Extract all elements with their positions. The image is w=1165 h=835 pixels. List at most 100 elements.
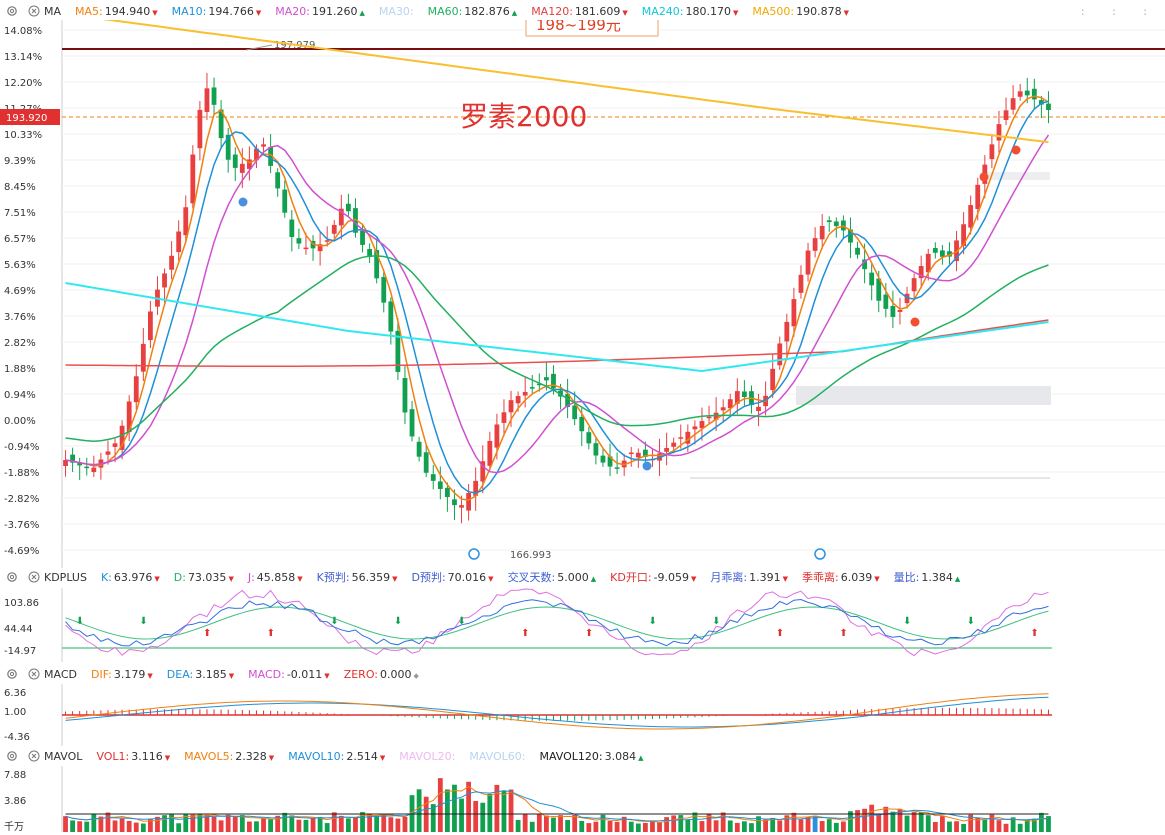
indicator-value: DIF: 3.179: [91, 668, 153, 681]
candle-body: [536, 383, 542, 386]
more-options[interactable]: : : :: [1080, 4, 1159, 18]
candle-body: [197, 109, 203, 149]
candle-body: [480, 461, 486, 482]
candle-body: [876, 278, 882, 301]
volume-bar: [395, 818, 401, 832]
indicator-number: 6.039: [841, 571, 880, 584]
volume-bar: [324, 823, 330, 832]
macd-chart[interactable]: 6.36 1.00 -4.36: [0, 684, 1165, 746]
candle-body: [338, 208, 344, 226]
buy-arrow-icon: ⬆: [521, 628, 529, 639]
volume-bar: [303, 819, 309, 832]
price-chart[interactable]: 14.08%13.14%12.20%11.27%10.33%9.39%8.45%…: [0, 11, 1165, 568]
settings-gear-icon[interactable]: [6, 750, 18, 762]
candle-body: [133, 376, 139, 403]
volume-bar: [63, 816, 68, 832]
volume-bar: [190, 814, 196, 832]
indicator-value: D预判: 70.016: [411, 569, 493, 585]
buy-arrow-icon: ⬆: [839, 628, 847, 639]
indicator-name: MA10:: [171, 4, 207, 18]
volume-bar: [551, 817, 556, 832]
buy-arrow-icon: ⬆: [585, 628, 593, 639]
candle-body: [452, 499, 457, 506]
indicator-value: 月乖离: 1.391: [710, 569, 788, 585]
close-icon[interactable]: [28, 5, 40, 17]
candle-body: [218, 109, 224, 139]
candle-body: [190, 154, 196, 204]
volume-bar: [77, 821, 83, 832]
volume-bar: [982, 819, 988, 832]
indicator-value: MA10: 194.766: [172, 5, 262, 18]
close-icon[interactable]: [28, 668, 40, 680]
candle-body: [989, 144, 995, 160]
volume-bar: [268, 819, 274, 832]
y-tick-label: 5.63%: [4, 260, 36, 271]
candle-body: [522, 391, 528, 396]
candle-body: [105, 451, 111, 455]
close-icon[interactable]: [28, 571, 40, 583]
volume-bar: [105, 812, 111, 832]
candle-body: [246, 159, 252, 169]
indicator-name: MA240:: [641, 4, 684, 18]
volume-bar: [338, 815, 344, 832]
candle-body: [211, 87, 217, 105]
indicator-value: 交叉天数: 5.000: [508, 569, 597, 585]
kdplus-chart[interactable]: 103.86 44.44 -14.97 ⬇ ⬇ ⬆ ⬆ ⬇ ⬇ ⬇ ⬆ ⬆ ⬇ ⬇ ⬆ ⬆ ⬇ ⬇ ⬆: [0, 588, 1165, 662]
indicator-number: 2.514: [346, 750, 385, 763]
volume-bar: [275, 815, 281, 832]
volume-chart[interactable]: 7.88 3.86 千万: [0, 766, 1165, 833]
y-tick-label: 10.33%: [4, 130, 42, 141]
indicator-name: K:: [100, 571, 112, 584]
candle-body: [961, 224, 967, 246]
indicator-name: ZERO:: [343, 667, 378, 681]
candle-body: [324, 240, 330, 242]
volume-bar: [501, 790, 507, 832]
candle-body: [607, 456, 613, 467]
volume-bar: [671, 815, 677, 832]
indicator-number: 70.016: [448, 571, 494, 584]
candle-body: [883, 294, 889, 309]
volume-bar: [1010, 817, 1016, 832]
settings-gear-icon[interactable]: [6, 571, 18, 583]
volume-bar: [225, 814, 231, 832]
volume-bar: [480, 802, 486, 832]
volume-canvas[interactable]: 7.88 3.86 千万: [0, 766, 1165, 833]
indicator-name: VOL1:: [96, 749, 130, 763]
candle-body: [1003, 110, 1009, 120]
indicator-name: MAVOL10:: [288, 749, 345, 763]
volume-bar: [939, 816, 945, 832]
candle-body: [826, 220, 832, 223]
settings-gear-icon[interactable]: [6, 668, 18, 680]
indicator-value: D: 73.035: [174, 571, 234, 584]
candle-body: [586, 432, 592, 444]
volume-bar: [112, 820, 118, 832]
kdplus-indicator-bar: KDPLUS K:63.976 D:73.035 J:45.858 K预判:56.35…: [0, 566, 1165, 588]
low-label: 166.993: [510, 550, 551, 561]
kdplus-canvas[interactable]: 103.86 44.44 -14.97 ⬇ ⬇ ⬆ ⬆ ⬇ ⬇ ⬇ ⬆ ⬆ ⬇ ⬇ ⬆ ⬆ ⬇ ⬇ ⬆: [0, 588, 1165, 662]
volume-bar: [317, 817, 323, 832]
volume-bar: [1031, 818, 1037, 832]
annotation-main: 罗素2000: [460, 100, 587, 133]
indicator-number: -0.011: [287, 668, 330, 681]
candle-body: [727, 399, 733, 409]
macd-indicator-bar: MACD DIF:3.179 DEA:3.185 MACD:-0.011 ZERO:0…: [0, 663, 1165, 685]
indicator-number: 190.878: [796, 5, 849, 18]
close-icon[interactable]: [28, 750, 40, 762]
candle-body: [494, 424, 500, 448]
candle-body: [734, 391, 740, 404]
macd-canvas[interactable]: 6.36 1.00 -4.36: [0, 684, 1165, 746]
indicator-title: MACD: [44, 667, 77, 681]
price-chart-canvas[interactable]: 14.08%13.14%12.20%11.27%10.33%9.39%8.45%…: [0, 11, 1165, 568]
settings-gear-icon[interactable]: [6, 5, 18, 17]
candle-body: [261, 144, 266, 147]
k-line: [65, 598, 1049, 647]
volume-bar: [367, 813, 373, 832]
ma-items: MA5:194.940 MA10:194.766 MA20:191.260 MA30:…: [75, 5, 863, 18]
volume-bar: [812, 815, 818, 832]
buy-arrow-icon: ⬆: [267, 628, 275, 639]
candle-body: [833, 221, 839, 227]
indicator-value: MAVOL10: 2.514: [288, 750, 385, 763]
y-tick-label: 3.86: [4, 796, 26, 807]
volume-bar: [459, 798, 464, 832]
volume-bar: [310, 818, 316, 832]
